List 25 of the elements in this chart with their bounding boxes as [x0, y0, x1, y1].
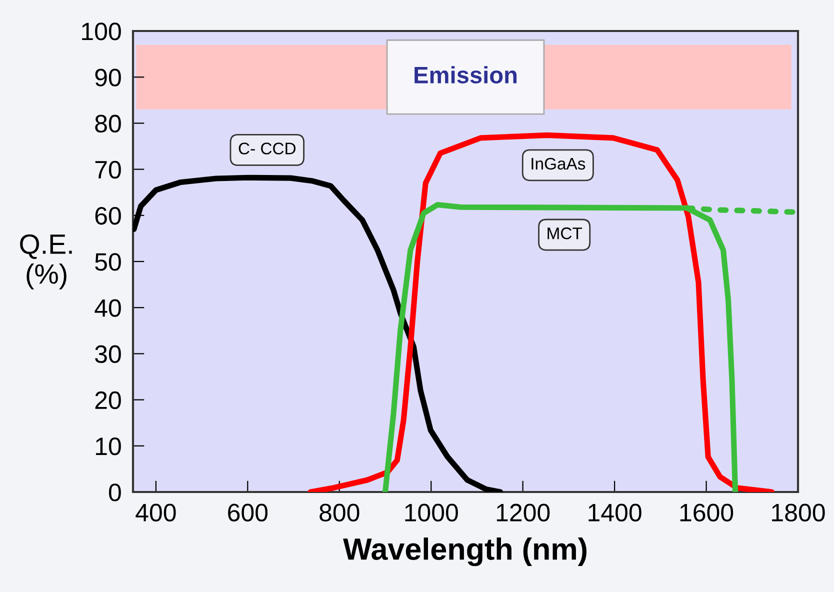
y-axis-title: Q.E. (%) — [20, 234, 72, 290]
series-label: C- CCD — [238, 142, 296, 154]
band-label: Emission — [414, 66, 517, 84]
y-tick-label: 20 — [95, 391, 121, 410]
x-tick-label: 800 — [320, 504, 360, 522]
y-tick-label: 30 — [95, 345, 121, 364]
x-tick-label: 400 — [136, 504, 176, 522]
y-tick-label: 40 — [94, 299, 121, 317]
series-label: InGaAs — [532, 158, 586, 170]
x-tick-label: 1400 — [588, 504, 642, 522]
y-tick-label: 70 — [95, 160, 121, 179]
x-tick-label: 1600 — [680, 504, 734, 522]
x-axis-title: Wavelength (nm) — [343, 538, 586, 566]
y-tick-label: 50 — [95, 253, 121, 271]
y-tick-label: 90 — [95, 68, 121, 86]
x-tick-label: 1000 — [405, 504, 458, 522]
x-tick-label: 600 — [228, 504, 268, 522]
y-tick-label: 10 — [96, 438, 121, 456]
y-tick-label: 80 — [95, 114, 121, 133]
y-tick-label: 100 — [82, 22, 121, 40]
y-tick-label: 0 — [108, 484, 121, 502]
x-tick-label: 1800 — [772, 504, 825, 522]
series-label: MCT — [548, 227, 582, 240]
x-tick-label: 1200 — [496, 504, 550, 522]
y-tick-label: 60 — [95, 207, 121, 225]
